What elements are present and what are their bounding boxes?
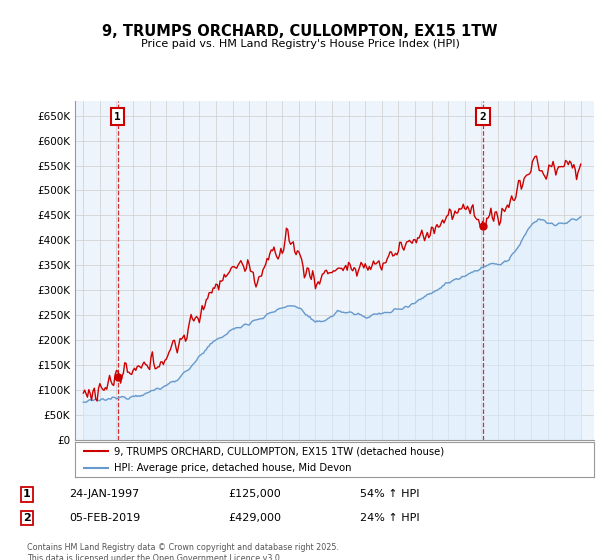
Text: 1: 1 — [114, 112, 121, 122]
Text: 2: 2 — [23, 513, 31, 523]
Text: 24-JAN-1997: 24-JAN-1997 — [69, 489, 139, 500]
Text: £125,000: £125,000 — [228, 489, 281, 500]
Text: 9, TRUMPS ORCHARD, CULLOMPTON, EX15 1TW: 9, TRUMPS ORCHARD, CULLOMPTON, EX15 1TW — [102, 24, 498, 39]
Text: Price paid vs. HM Land Registry's House Price Index (HPI): Price paid vs. HM Land Registry's House … — [140, 39, 460, 49]
Text: HPI: Average price, detached house, Mid Devon: HPI: Average price, detached house, Mid … — [114, 464, 352, 473]
Text: 2: 2 — [479, 112, 486, 122]
Text: £429,000: £429,000 — [228, 513, 281, 523]
Text: 9, TRUMPS ORCHARD, CULLOMPTON, EX15 1TW (detached house): 9, TRUMPS ORCHARD, CULLOMPTON, EX15 1TW … — [114, 446, 444, 456]
Text: Contains HM Land Registry data © Crown copyright and database right 2025.
This d: Contains HM Land Registry data © Crown c… — [27, 543, 339, 560]
Text: 54% ↑ HPI: 54% ↑ HPI — [360, 489, 419, 500]
Text: 1: 1 — [23, 489, 31, 500]
Text: 24% ↑ HPI: 24% ↑ HPI — [360, 513, 419, 523]
Text: 05-FEB-2019: 05-FEB-2019 — [69, 513, 140, 523]
